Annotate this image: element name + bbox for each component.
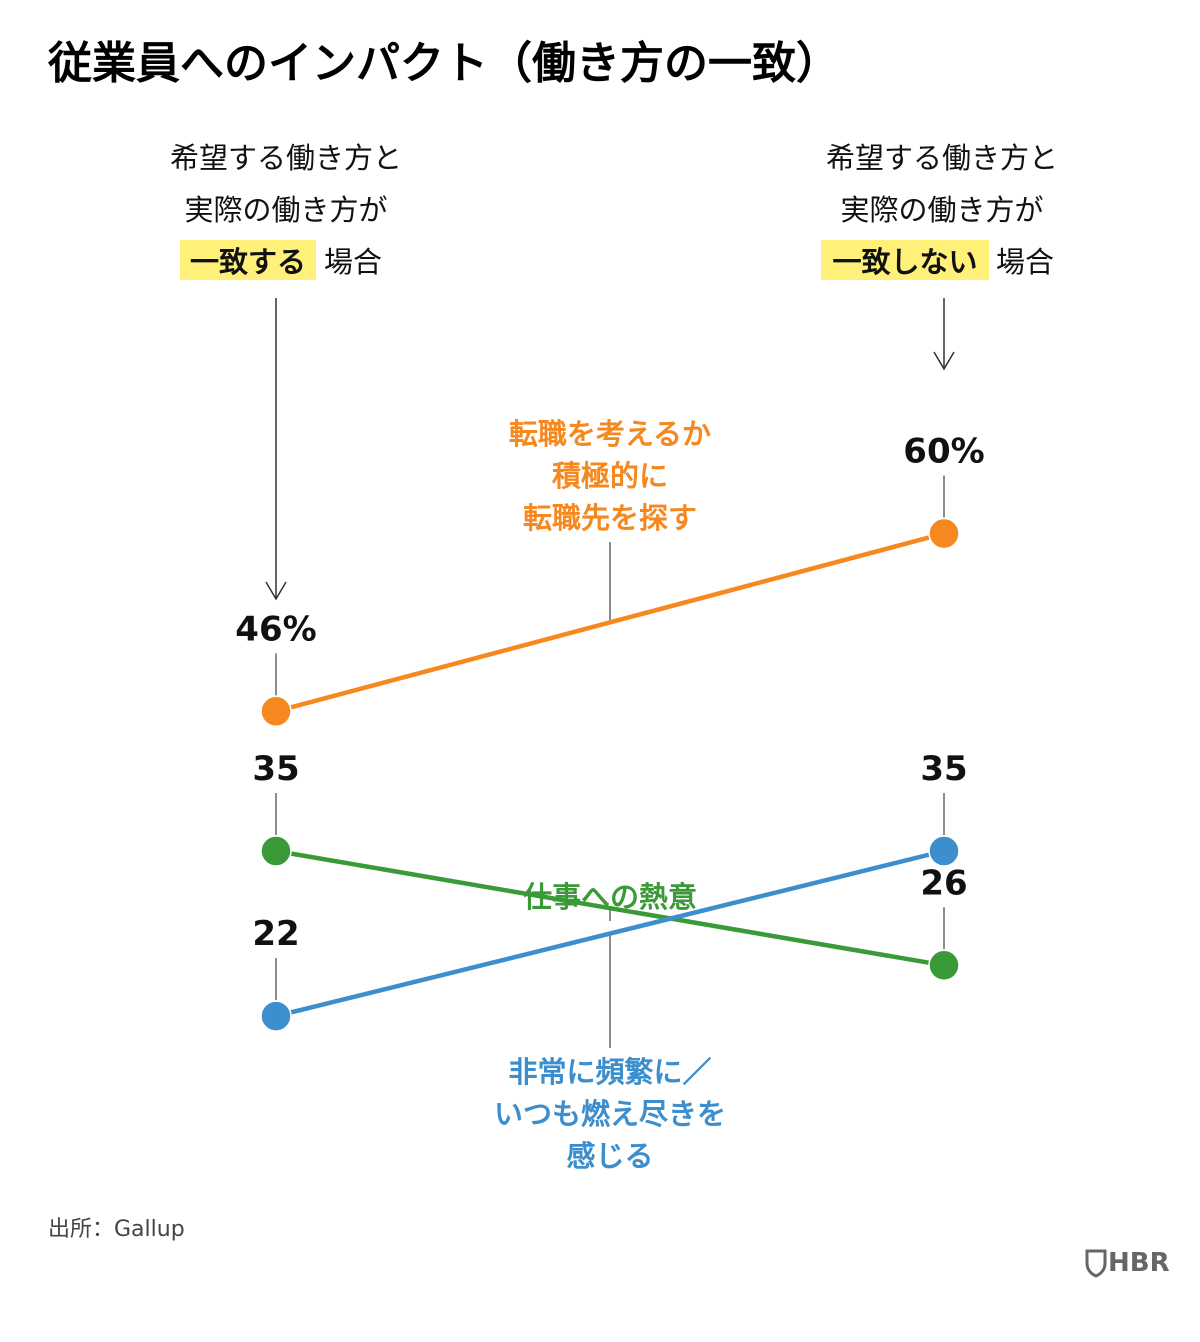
series-line: [273, 848, 947, 1019]
data-label: 35: [252, 749, 299, 789]
data-label: 35: [920, 749, 967, 789]
series-line: [273, 848, 947, 968]
series-label: 仕事への熱意: [522, 880, 697, 914]
column-header-left-line2: 実際の働き方が: [184, 193, 387, 227]
column-header-right-line2: 実際の働き方が: [840, 193, 1043, 227]
hbr-shield-icon: [1085, 1249, 1107, 1278]
data-point: [928, 517, 960, 550]
series-label: 積極的に: [552, 459, 668, 493]
series-label: 非常に頻繁に／: [508, 1055, 711, 1089]
data-label: 26: [920, 863, 967, 903]
arrow-head-left-icon: [265, 581, 287, 601]
column-header-right-line1: 希望する働き方と: [826, 141, 1058, 175]
series-label: 感じる: [566, 1139, 653, 1173]
highlight-marker-right: [821, 240, 989, 280]
data-point: [260, 695, 292, 728]
column-header-left-suffix: 場合: [324, 245, 382, 279]
series-label: 転職を考えるか: [509, 417, 711, 451]
data-point: [260, 1000, 292, 1032]
chart-title: 従業員へのインパクト（働き方の一致）: [47, 38, 840, 89]
series-line: [273, 531, 947, 714]
column-header-right-highlight: 一致しない: [832, 245, 977, 279]
arrow-head-right-icon: [933, 351, 955, 371]
data-label: 60%: [903, 432, 984, 472]
data-label: 22: [252, 914, 299, 954]
hbr-logo-text: HBR: [1108, 1248, 1170, 1278]
highlight-marker-left: [180, 240, 316, 280]
column-header-left-line1: 希望する働き方と: [170, 141, 402, 175]
series-label: いつも燃え尽きを: [494, 1097, 726, 1131]
hbr-logo: HBR: [1085, 1248, 1170, 1278]
column-header-right: 希望する働き方と 実際の働き方が 一致しない 場合: [821, 141, 1058, 280]
data-point: [928, 835, 960, 867]
source-note: 出所：Gallup: [48, 1217, 185, 1242]
column-header-left: 希望する働き方と 実際の働き方が 一致する 場合: [170, 141, 402, 280]
header-pointer-arrows: [265, 298, 955, 601]
series-label: 転職先を探す: [523, 501, 697, 535]
column-header-left-highlight: 一致する: [190, 245, 306, 279]
column-header-right-suffix: 場合: [996, 245, 1054, 279]
data-label: 46%: [235, 609, 316, 649]
data-point: [928, 949, 960, 982]
data-point: [260, 835, 292, 867]
